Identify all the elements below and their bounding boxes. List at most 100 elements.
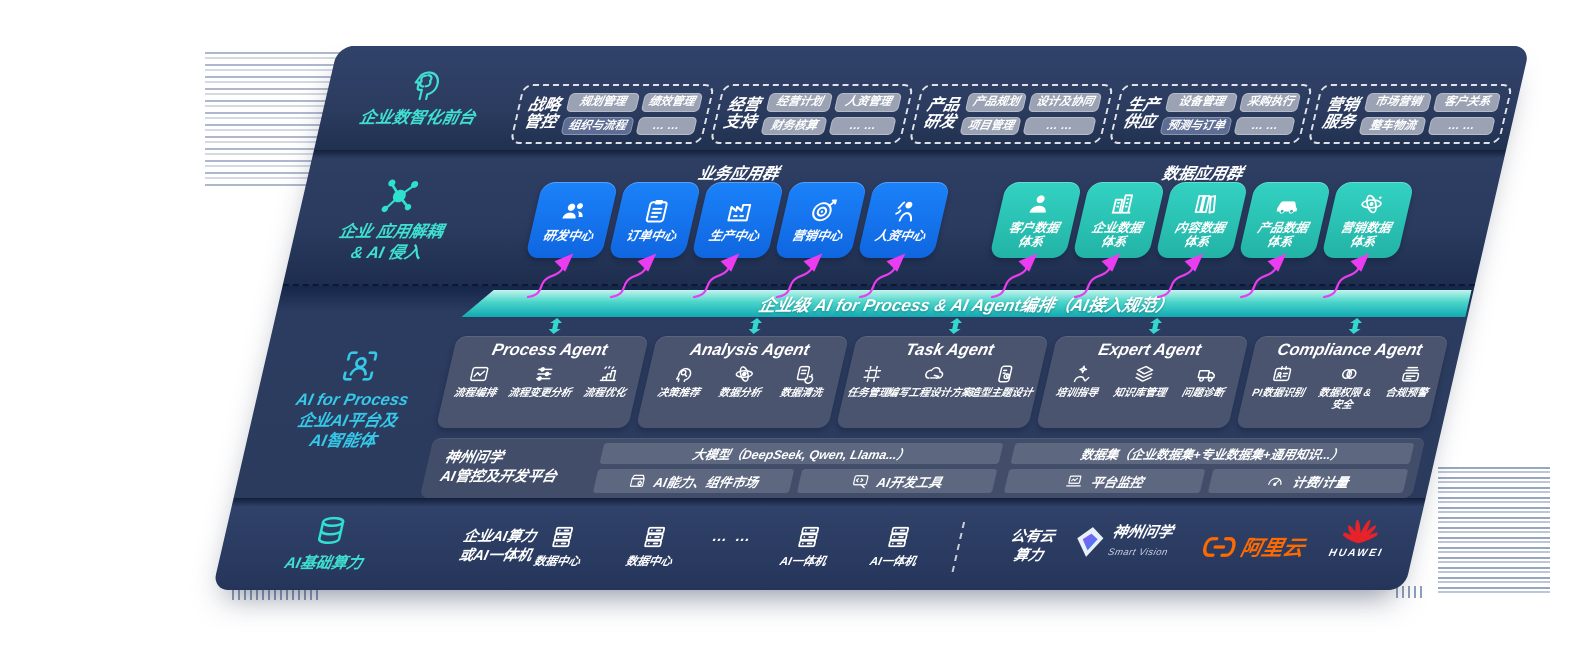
apps-layer-label-line1: 企业 应用解耦	[337, 223, 445, 241]
atom-icon	[1361, 194, 1382, 213]
business-group-title: 业务应用群	[696, 166, 781, 183]
person-icon	[1029, 194, 1046, 213]
hr-people-icon	[895, 201, 913, 222]
group-marketing-service: 营销 服务 市场营销 客户关系 整车物流 … …	[1307, 84, 1514, 144]
database-icon	[317, 516, 345, 545]
devtools-icon	[852, 475, 869, 489]
sliders-icon	[536, 367, 553, 381]
layer-gap	[312, 150, 1506, 158]
apps-layer-label-line2: & AI 侵入	[349, 243, 424, 262]
vertical-dashed-divider	[951, 522, 966, 572]
task-chip-icon	[863, 365, 882, 383]
main-panel: 企业数智化前台 战略 管控 规划管理 绩效管理 组织与流程 … … 经营 支持 经营…	[212, 46, 1530, 590]
chip: … …	[635, 116, 698, 135]
data-group-title: 数据应用群	[1160, 166, 1245, 183]
data-box-enterprise: 企业数据 体系	[1072, 182, 1166, 258]
cell-platform-monitor: 平台监控	[1003, 469, 1205, 493]
group-operation-support: 经营 支持 经营计划 人资管理 财务核算 … …	[708, 84, 915, 144]
gauge-icon	[1268, 477, 1282, 486]
chip: 绩效管理	[640, 93, 703, 112]
chip: 整车物流	[1358, 116, 1427, 135]
infra-layer-label: AI基础算力	[282, 555, 365, 572]
chip: 客户关系	[1433, 93, 1502, 112]
chip: 设计及协同	[1028, 93, 1102, 112]
double-arrow-icon	[948, 318, 963, 334]
chip: 预测与订单	[1159, 116, 1234, 135]
clipboard-icon	[645, 199, 668, 223]
cell-billing-metering: 计费/计量	[1207, 469, 1409, 493]
node-datacenter-1: 数据中心	[523, 524, 597, 569]
diagnosis-icon	[1197, 370, 1216, 382]
double-arrow-icon	[548, 318, 563, 334]
node-datacenter-2: 数据中心	[615, 524, 689, 569]
data-box-customer: 客户数据 体系	[989, 182, 1083, 258]
app-box-marketing-center: 营销中心	[774, 182, 868, 258]
front-layer-label: 企业数智化前台	[357, 109, 478, 127]
infra-rail: AI基础算力	[256, 514, 400, 573]
dashed-separator	[282, 284, 1476, 286]
data-app-boxes: 客户数据 体系 企业数据 体系	[989, 182, 1415, 258]
agent-analysis: Analysis Agent 决策推荐 数据分析 数据清洗	[635, 336, 850, 428]
decision-head-icon	[675, 367, 691, 383]
agent-expert: Expert Agent 培训指导 知识库管理 问题诊断	[1035, 336, 1250, 428]
data-box-product: 产品数据 体系	[1238, 182, 1332, 258]
marketplace-icon	[629, 474, 645, 487]
data-box-marketing: 营销数据 体系	[1321, 182, 1415, 258]
agent-task: Task Agent 任务管理 编写工程设计方案 造型主题设计	[835, 336, 1050, 428]
group-title: 战略 管控	[522, 96, 563, 131]
business-app-boxes: 研发中心 订单中心	[525, 182, 951, 258]
aliyun-logo-icon	[1203, 537, 1236, 557]
ai-bus-label: 企业级 AI for Process & AI Agent编排（AI接入规范）	[756, 296, 1176, 315]
layer-infra: AI基础算力 企业AI算力 或AI一体机 数据中心 数据中心 … … AI一体机 …	[212, 506, 1424, 590]
group-production-supply: 生产 供应 设备管理 采购执行 预测与订单 … …	[1108, 84, 1314, 144]
id-card-icon	[1273, 365, 1292, 382]
ai-layer-label-line2: 企业AI平台及	[295, 411, 400, 430]
models-bar: 大模型（DeepSeek, Qwen, Llama...）	[599, 443, 1004, 464]
ai-rail: AI for Process 企业AI平台及 AI智能体	[244, 346, 460, 452]
chip: 组织与流程	[560, 116, 635, 135]
knowledge-layers-icon	[1135, 365, 1154, 382]
chip: 规划管理	[565, 93, 640, 112]
front-rail: 企业数智化前台	[319, 64, 526, 129]
logo-aliyun: 阿里云	[1199, 532, 1326, 562]
person-frame-icon	[342, 351, 378, 381]
ai-bus-bar: 企业级 AI for Process & AI Agent编排（AI接入规范）	[461, 290, 1471, 317]
front-groups: 战略 管控 规划管理 绩效管理 组织与流程 … … 经营 支持 经营计划 人资管理 …	[509, 84, 1514, 144]
atom-analysis-icon	[735, 366, 753, 382]
layer-front: 企业数智化前台 战略 管控 规划管理 绩效管理 组织与流程 … … 经营 支持 经营…	[313, 46, 1530, 150]
app-box-rnd-center: 研发中心	[525, 182, 619, 258]
agent-compliance: Compliance Agent PI数据识别 数据权限 & 安全 合规预警	[1235, 336, 1450, 428]
agent-boxes: Process Agent 流程编排 流程变更分析 流程优化	[435, 336, 1450, 428]
server-icon	[644, 526, 666, 548]
monitor-icon	[1065, 475, 1082, 487]
building-icon	[1111, 194, 1134, 214]
chip: 项目管理	[959, 116, 1022, 135]
layer-gap	[231, 498, 1426, 506]
chip: … …	[1022, 116, 1097, 135]
brain-head-icon	[414, 71, 439, 101]
server-icon	[552, 526, 574, 548]
permission-rings-icon	[1341, 369, 1357, 379]
chip: 采购执行	[1239, 93, 1302, 112]
logo-smartvision: 神州问学 Smart Vision	[1071, 524, 1199, 560]
chip: … …	[1427, 116, 1496, 135]
logo-huawei: HUAWEI	[1320, 518, 1399, 559]
ai-layer-label-line3: AI智能体	[307, 432, 378, 451]
app-box-production-center: 生产中心	[691, 182, 785, 258]
factory-icon	[727, 203, 752, 222]
node-ai-appliance-1: AI一体机	[769, 524, 843, 569]
node-ai-appliance-2: AI一体机	[859, 524, 933, 569]
double-arrow-icon	[1348, 318, 1363, 334]
huawei-logo-icon	[1341, 519, 1380, 544]
alert-mail-icon	[1401, 366, 1419, 382]
server-icon	[888, 526, 910, 548]
cell-ai-devtools: AI开发工具	[796, 469, 998, 493]
chip: 人资管理	[834, 93, 903, 112]
app-box-hr-center: 人资中心	[857, 182, 951, 258]
training-icon	[1073, 365, 1090, 383]
layer-apps: 企业 应用解耦 & AI 侵入 业务应用群 数据应用群 研发中心	[282, 158, 1505, 286]
chip: … …	[1233, 116, 1297, 135]
chip: 设备管理	[1164, 93, 1239, 112]
server-icon	[798, 526, 820, 548]
